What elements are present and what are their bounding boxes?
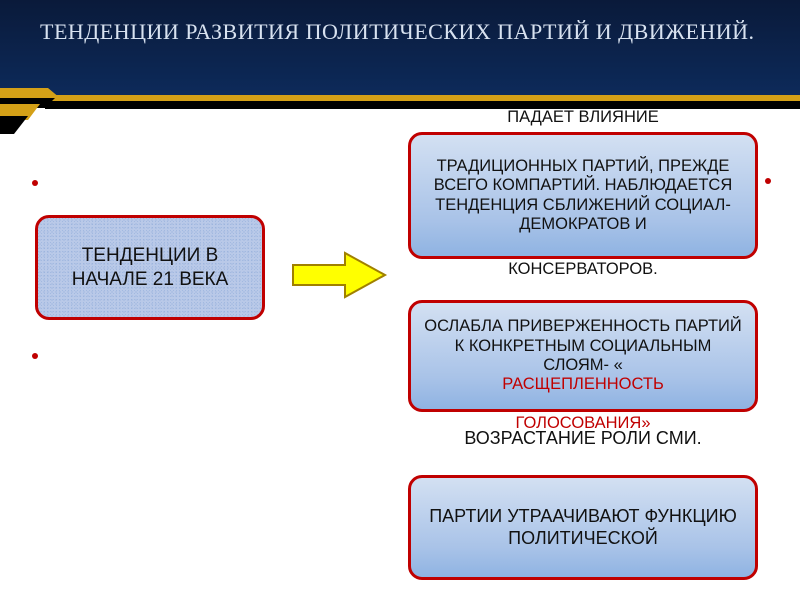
slide: ТЕНДЕНЦИИ РАЗВИТИЯ ПОЛИТИЧЕСКИХ ПАРТИЙ И…: [0, 0, 800, 600]
left-box-trends: ТЕНДЕНЦИИ В НАЧАЛЕ 21 ВЕКА: [35, 215, 265, 320]
handle-dot: [32, 353, 38, 359]
handle-dot: [765, 178, 771, 184]
corner-accent: [0, 88, 60, 138]
left-box-text: ТЕНДЕНЦИИ В НАЧАЛЕ 21 ВЕКА: [48, 244, 252, 292]
box4-overflow-top: ВОЗРАСТАНИЕ РОЛИ СМИ.: [408, 428, 758, 450]
handle-dot: [32, 180, 38, 186]
right-box-2: ОСЛАБЛА ПРИВЕРЖЕННОСТЬ ПАРТИЙ К КОНКРЕТН…: [408, 300, 758, 412]
box2-overflow-top: ПАДАЕТ ВЛИЯНИЕ: [408, 108, 758, 127]
header-background: [0, 0, 800, 95]
box2-overflow-bottom: КОНСЕРВАТОРОВ.: [408, 260, 758, 279]
arrow-right: [290, 250, 390, 300]
right-box-1-text: ТРАДИЦИОННЫХ ПАРТИЙ, ПРЕЖДЕ ВСЕГО КОМПАР…: [421, 157, 745, 235]
right-box-3-text: ПАРТИИ УТРААЧИВАЮТ ФУНКЦИЮ ПОЛИТИЧЕСКОЙ: [421, 506, 745, 550]
right-box-2-text-black: ОСЛАБЛА ПРИВЕРЖЕННОСТЬ ПАРТИЙ К КОНКРЕТН…: [421, 317, 745, 375]
right-box-1: ТРАДИЦИОННЫХ ПАРТИЙ, ПРЕЖДЕ ВСЕГО КОМПАР…: [408, 132, 758, 259]
right-box-2-text-red: РАСЩЕПЛЕННОСТЬ: [502, 375, 664, 394]
slide-title: ТЕНДЕНЦИИ РАЗВИТИЯ ПОЛИТИЧЕСКИХ ПАРТИЙ И…: [40, 18, 760, 47]
right-box-3: ПАРТИИ УТРААЧИВАЮТ ФУНКЦИЮ ПОЛИТИЧЕСКОЙ: [408, 475, 758, 580]
